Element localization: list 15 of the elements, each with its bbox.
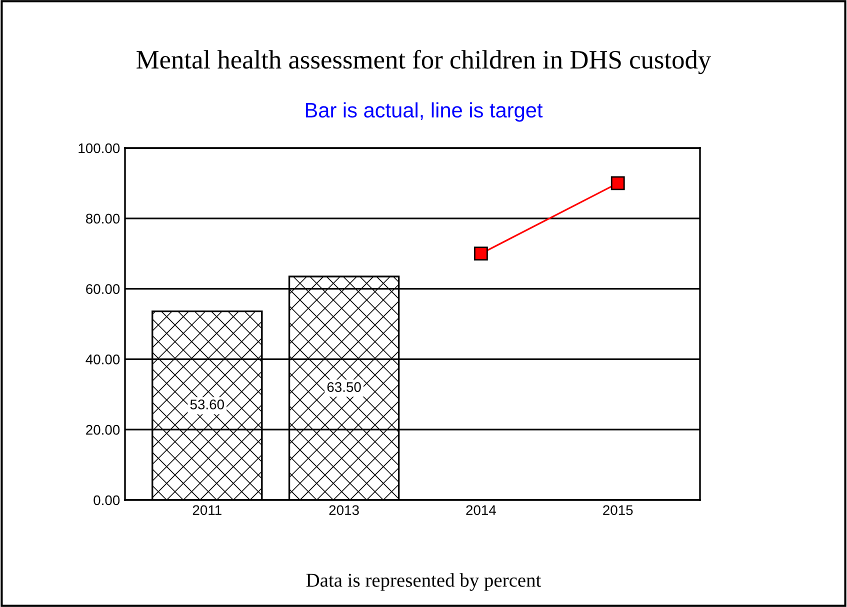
y-tick-label: 40.00 xyxy=(86,354,120,364)
text: Data is represented by percent xyxy=(306,573,542,591)
x-tick-label: 2014 xyxy=(466,505,496,516)
x-tick-label: 2011 xyxy=(192,505,222,516)
chart-title: Mental health assessment for children in DHS custody xyxy=(136,50,712,74)
x-tick-label: 2013 xyxy=(329,505,359,516)
data-label: 53.60 xyxy=(190,400,224,410)
chart-subtitle: Bar is actual, line is target xyxy=(306,102,543,122)
y-tick-label: 20.00 xyxy=(86,424,120,435)
x-tick-label: 2015 xyxy=(603,505,633,516)
data-label: 63.50 xyxy=(327,382,361,392)
y-tick-label: 80.00 xyxy=(86,214,120,224)
y-tick-label: 0.00 xyxy=(94,495,120,506)
y-tick-label: 60.00 xyxy=(86,284,120,294)
y-tick-label: 100.00 xyxy=(78,143,120,154)
